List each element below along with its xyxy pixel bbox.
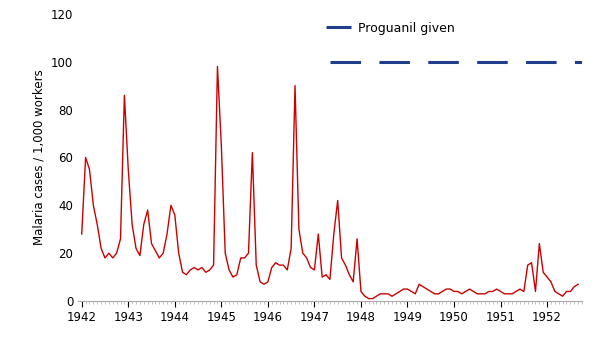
Legend: Proguanil given: Proguanil given (322, 17, 460, 40)
Y-axis label: Malaria cases / 1,000 workers: Malaria cases / 1,000 workers (32, 70, 45, 245)
